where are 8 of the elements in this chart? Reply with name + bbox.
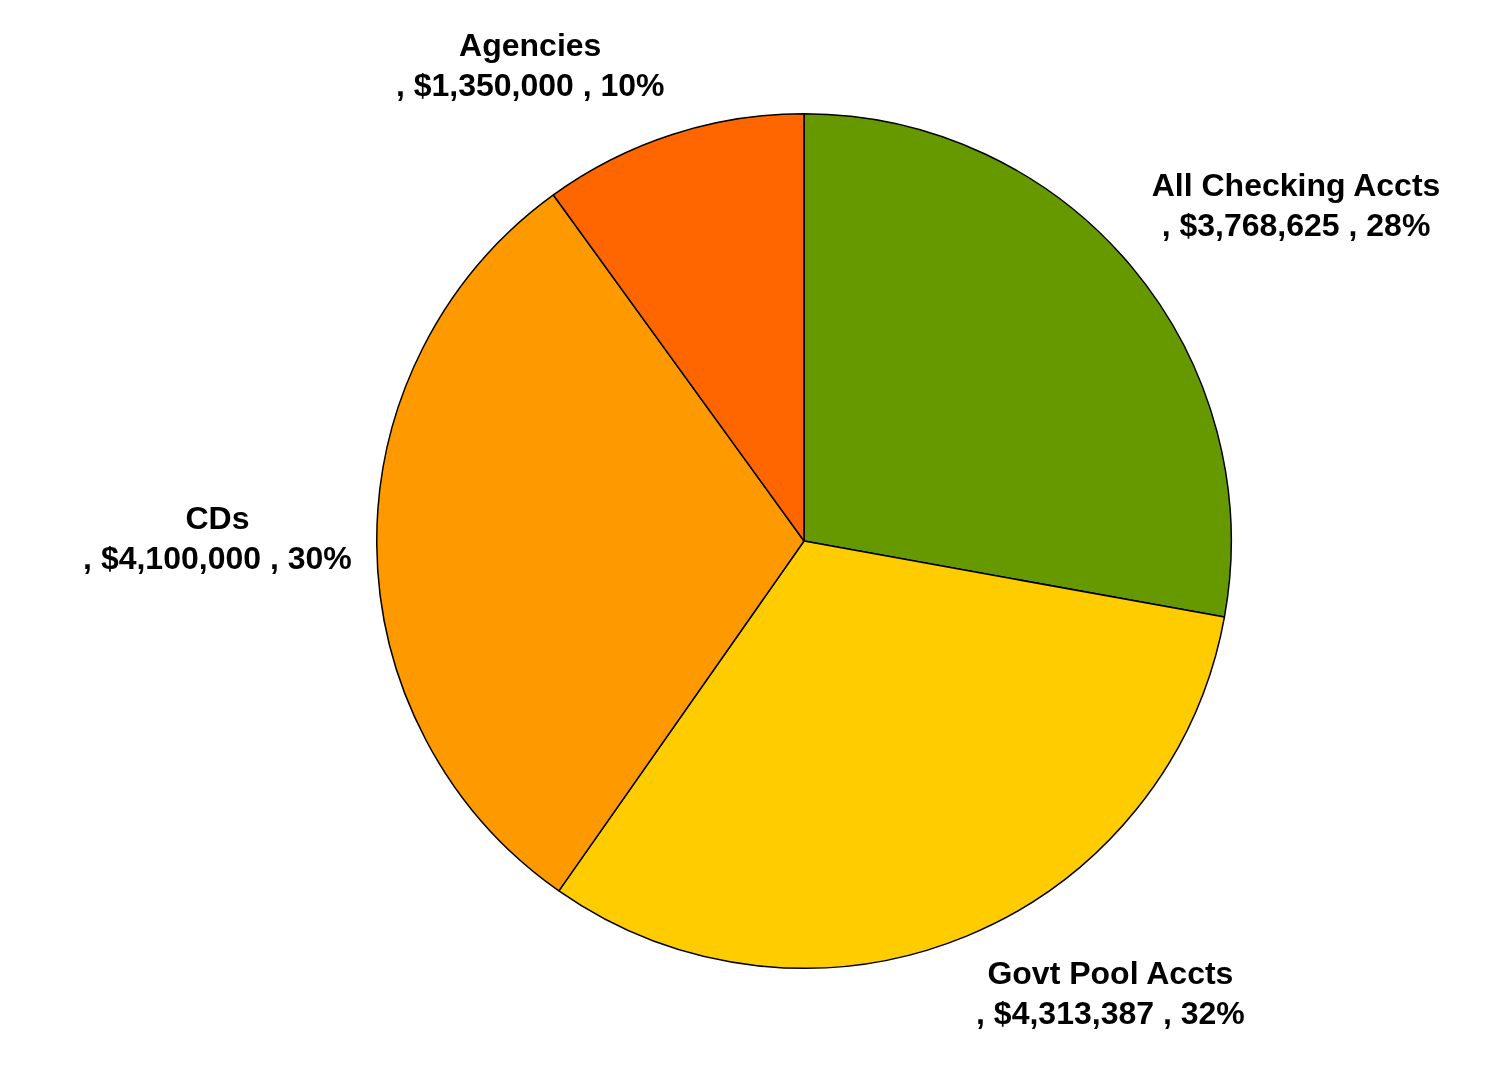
slice-label: All Checking Accts	[1151, 166, 1441, 203]
data-label: , $3,768,625 , 28%	[1161, 206, 1431, 243]
slice-label: CDs	[185, 500, 250, 537]
data-label: , $1,350,000 , 10%	[395, 66, 665, 103]
slice-label: Agencies	[459, 26, 602, 63]
data-label: , $4,313,387 , 32%	[976, 995, 1245, 1032]
data-label: , $4,100,000 , 30%	[83, 540, 352, 577]
slice-label: Govt Pool Accts	[987, 955, 1234, 992]
